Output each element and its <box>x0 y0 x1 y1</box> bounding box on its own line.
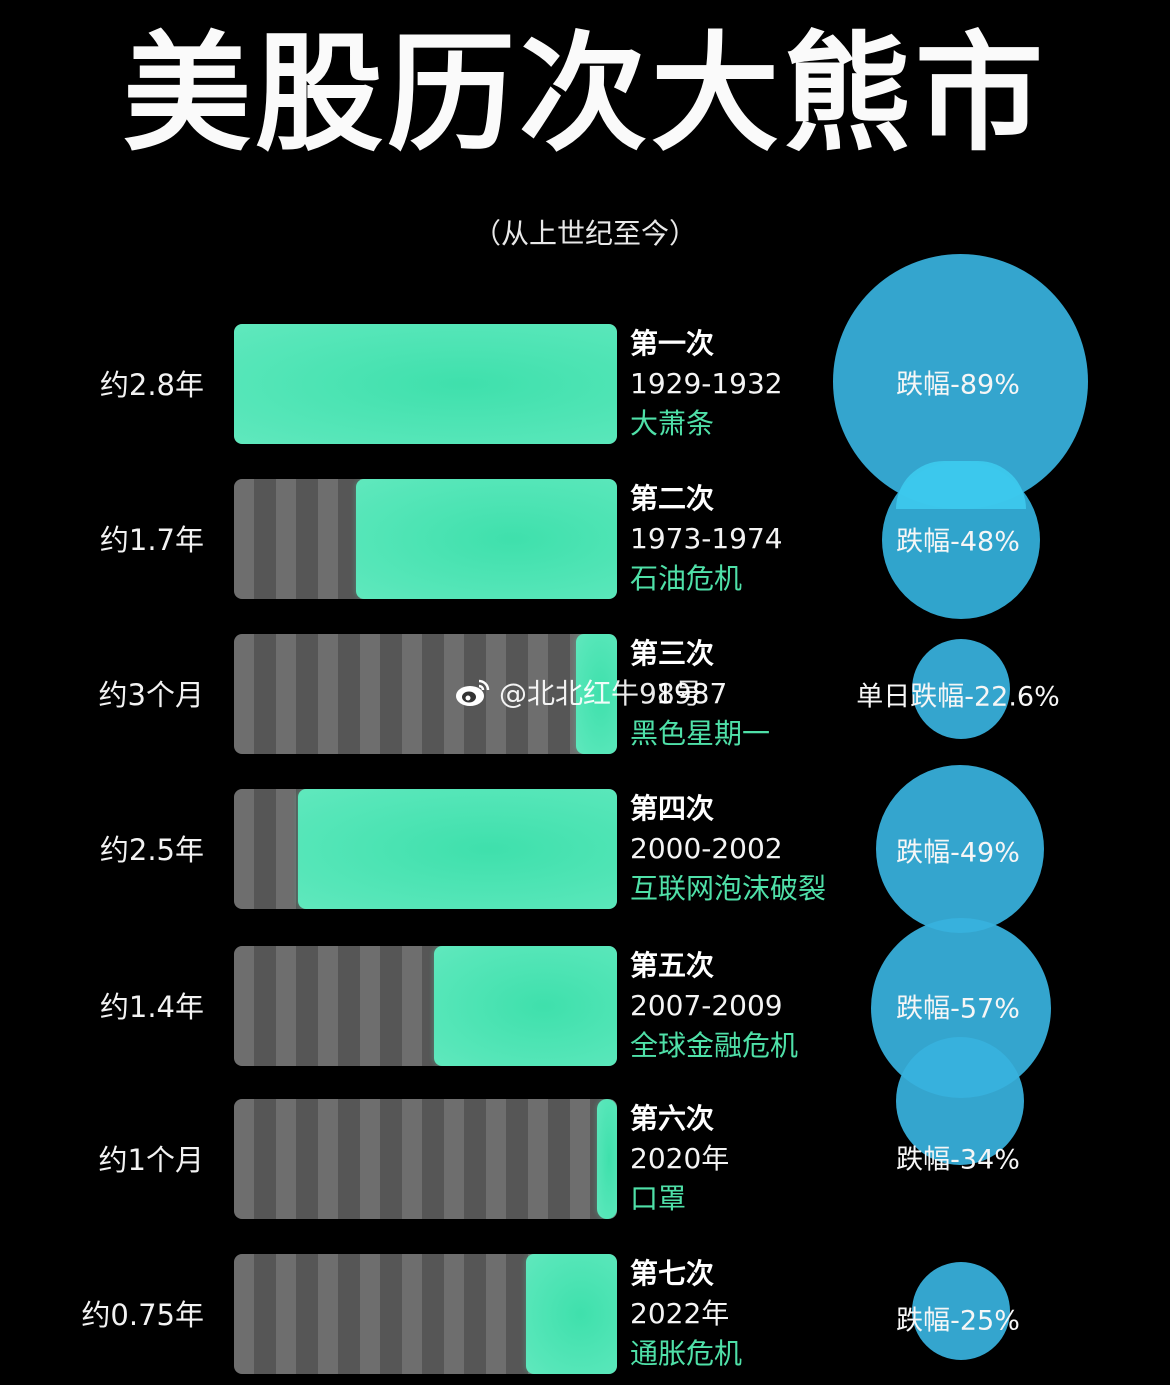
duration-bar-track <box>234 324 617 444</box>
duration-bar-fill <box>356 479 617 599</box>
event-years: 2020年 <box>630 1142 730 1175</box>
event-info: 第一次 1929-1932 大萧条 <box>630 324 870 444</box>
event-ordinal: 第六次 <box>630 1102 715 1135</box>
event-name: 口罩 <box>630 1182 687 1215</box>
drop-label-4: 跌幅-49% <box>896 837 1020 869</box>
event-name: 互联网泡沫破裂 <box>630 872 827 905</box>
event-name: 大萧条 <box>630 407 715 440</box>
event-years: 2007-2009 <box>630 989 783 1022</box>
event-info: 第五次 2007-2009 全球金融危机 <box>630 946 870 1066</box>
duration-bar-track <box>234 1254 617 1374</box>
duration-label: 约1.7年 <box>99 523 204 557</box>
drop-label-3: 单日跌幅-22.6% <box>856 681 1060 713</box>
event-name: 全球金融危机 <box>630 1029 799 1062</box>
watermark: @北北红牛98号 <box>455 672 703 712</box>
bear-market-row-2: 约1.7年 第二次 1973-1974 石油危机 <box>0 479 1170 601</box>
event-ordinal: 第二次 <box>630 482 715 515</box>
duration-label: 约0.75年 <box>81 1298 204 1332</box>
event-info: 第七次 2022年 通胀危机 <box>630 1254 870 1374</box>
bear-market-row-1: 约2.8年 第一次 1929-1932 大萧条 <box>0 324 1170 446</box>
drop-label-2: 跌幅-48% <box>896 526 1020 558</box>
event-ordinal: 第七次 <box>630 1257 715 1290</box>
bubble-overlap-highlight <box>896 461 1026 509</box>
event-name: 石油危机 <box>630 562 743 595</box>
duration-bar-fill <box>576 634 617 754</box>
event-info: 第三次 1987 黑色星期一 <box>630 634 870 754</box>
duration-bar-fill <box>597 1099 617 1219</box>
weibo-icon <box>455 677 491 707</box>
page-subtitle: （从上世纪至今） <box>472 217 697 250</box>
drop-label-6: 跌幅-34% <box>896 1144 1020 1176</box>
event-years: 2000-2002 <box>630 832 783 865</box>
drop-bubble-4 <box>876 765 1044 933</box>
bear-market-row-5: 约1.4年 第五次 2007-2009 全球金融危机 <box>0 946 1170 1068</box>
duration-bar-track <box>234 946 617 1066</box>
duration-bar-track <box>234 479 617 599</box>
event-years: 1973-1974 <box>630 522 783 555</box>
duration-bar-track <box>234 634 617 754</box>
bear-market-row-6: 约1个月 第六次 2020年 口罩 <box>0 1099 1170 1221</box>
event-name: 黑色星期一 <box>630 717 771 750</box>
event-ordinal: 第四次 <box>630 792 715 825</box>
drop-bubble-3 <box>912 639 1010 739</box>
watermark-text: @北北红牛98号 <box>499 677 703 710</box>
duration-bar-fill <box>298 789 617 909</box>
duration-bar-fill <box>234 324 617 444</box>
drop-label-1: 跌幅-89% <box>896 369 1020 401</box>
drop-label-5: 跌幅-57% <box>896 993 1020 1025</box>
event-years: 1987 <box>656 677 728 710</box>
duration-bar-track <box>234 789 617 909</box>
event-info: 第二次 1973-1974 石油危机 <box>630 479 870 599</box>
duration-label: 约3个月 <box>98 678 204 712</box>
event-name: 通胀危机 <box>630 1337 743 1370</box>
event-years: 1929-1932 <box>630 367 783 400</box>
duration-bar-fill <box>434 946 617 1066</box>
duration-label: 约2.8年 <box>99 368 204 402</box>
duration-label: 约1个月 <box>98 1143 204 1177</box>
duration-bar-fill <box>526 1254 617 1374</box>
event-info: 第四次 2000-2002 互联网泡沫破裂 <box>630 789 870 909</box>
drop-bubble-7 <box>912 1262 1010 1360</box>
duration-label: 约1.4年 <box>99 990 204 1024</box>
event-years: 2022年 <box>630 1297 730 1330</box>
duration-label: 约2.5年 <box>99 833 204 867</box>
drop-label-7: 跌幅-25% <box>896 1305 1020 1337</box>
bear-market-row-4: 约2.5年 第四次 2000-2002 互联网泡沫破裂 <box>0 789 1170 911</box>
event-info: 第六次 2020年 口罩 <box>630 1099 870 1219</box>
event-ordinal: 第三次 <box>630 637 715 670</box>
drop-bubble-6 <box>896 1037 1024 1165</box>
page-title: 美股历次大熊市 <box>122 20 1047 169</box>
bear-market-row-7: 约0.75年 第七次 2022年 通胀危机 <box>0 1254 1170 1376</box>
duration-bar-track <box>234 1099 617 1219</box>
event-ordinal: 第五次 <box>630 949 715 982</box>
bear-market-row-3: 约3个月 第三次 1987 黑色星期一 <box>0 634 1170 756</box>
event-ordinal: 第一次 <box>630 327 715 360</box>
